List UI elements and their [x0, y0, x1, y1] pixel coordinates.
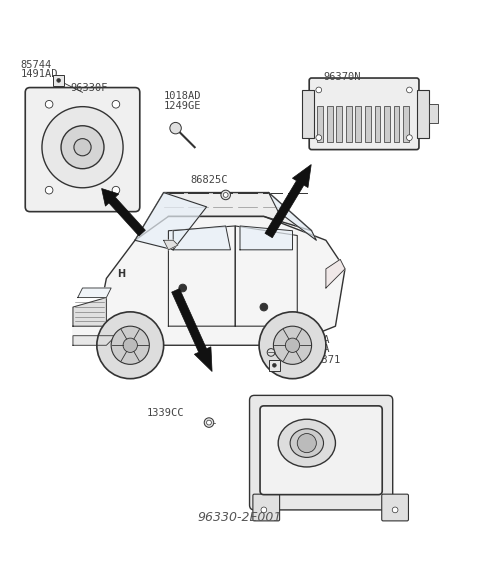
Polygon shape	[326, 259, 345, 288]
Polygon shape	[78, 288, 111, 298]
Text: 1018AD: 1018AD	[164, 92, 201, 101]
Text: 86825C: 86825C	[190, 175, 228, 185]
Bar	[384, 106, 390, 142]
Circle shape	[112, 100, 120, 108]
Bar	[429, 104, 438, 123]
Bar	[346, 106, 352, 142]
Circle shape	[274, 326, 312, 365]
Circle shape	[285, 338, 300, 353]
FancyArrow shape	[172, 289, 212, 372]
Bar	[269, 359, 280, 371]
Circle shape	[273, 363, 276, 367]
Circle shape	[407, 135, 412, 141]
Text: 1249GE: 1249GE	[164, 101, 201, 111]
FancyArrow shape	[265, 165, 311, 238]
Text: 96370N: 96370N	[324, 73, 361, 82]
FancyBboxPatch shape	[250, 395, 393, 510]
Circle shape	[97, 312, 164, 378]
Polygon shape	[73, 298, 107, 326]
Circle shape	[206, 420, 211, 425]
Polygon shape	[135, 192, 312, 240]
Circle shape	[392, 507, 398, 513]
Bar	[356, 106, 361, 142]
Circle shape	[112, 187, 120, 194]
Ellipse shape	[278, 419, 336, 467]
Circle shape	[223, 192, 228, 198]
Circle shape	[316, 87, 322, 93]
Bar	[403, 106, 409, 142]
Bar	[374, 106, 380, 142]
Bar	[317, 106, 323, 142]
Circle shape	[45, 187, 53, 194]
Bar	[394, 106, 399, 142]
Circle shape	[297, 434, 316, 453]
Circle shape	[204, 418, 214, 427]
Text: 96330-2E001: 96330-2E001	[198, 511, 282, 524]
Circle shape	[267, 348, 275, 356]
Polygon shape	[173, 226, 230, 250]
Bar	[336, 106, 342, 142]
Bar	[53, 75, 64, 86]
Circle shape	[45, 100, 53, 108]
FancyBboxPatch shape	[309, 78, 419, 150]
FancyBboxPatch shape	[253, 494, 280, 521]
Polygon shape	[164, 240, 178, 250]
Circle shape	[261, 507, 267, 513]
Circle shape	[316, 135, 322, 141]
Circle shape	[170, 123, 181, 134]
Polygon shape	[73, 336, 116, 345]
Text: 96330F: 96330F	[71, 84, 108, 93]
Circle shape	[179, 284, 187, 292]
Polygon shape	[135, 192, 206, 250]
Ellipse shape	[290, 429, 324, 457]
Text: 96371: 96371	[309, 355, 340, 365]
Circle shape	[260, 304, 268, 311]
Bar	[365, 106, 371, 142]
Circle shape	[42, 107, 123, 188]
FancyBboxPatch shape	[25, 88, 140, 211]
Circle shape	[111, 326, 149, 365]
Text: H: H	[117, 268, 125, 279]
FancyBboxPatch shape	[260, 406, 382, 495]
FancyArrow shape	[102, 188, 145, 236]
Text: 1491AD: 1491AD	[21, 69, 58, 78]
Polygon shape	[240, 226, 292, 250]
Circle shape	[123, 338, 137, 353]
FancyBboxPatch shape	[382, 494, 408, 521]
Circle shape	[74, 139, 91, 156]
Circle shape	[259, 312, 326, 378]
Bar	[302, 90, 314, 138]
Circle shape	[61, 126, 104, 169]
Circle shape	[407, 87, 412, 93]
Text: 85744: 85744	[21, 59, 52, 70]
Text: 1125DA: 1125DA	[292, 344, 330, 354]
Circle shape	[57, 78, 60, 82]
Polygon shape	[269, 192, 316, 240]
Bar	[417, 90, 429, 138]
Bar	[327, 106, 333, 142]
Circle shape	[221, 190, 230, 200]
Polygon shape	[73, 217, 345, 345]
Text: 1339CC: 1339CC	[147, 408, 184, 418]
Text: 1125GA: 1125GA	[292, 335, 330, 345]
